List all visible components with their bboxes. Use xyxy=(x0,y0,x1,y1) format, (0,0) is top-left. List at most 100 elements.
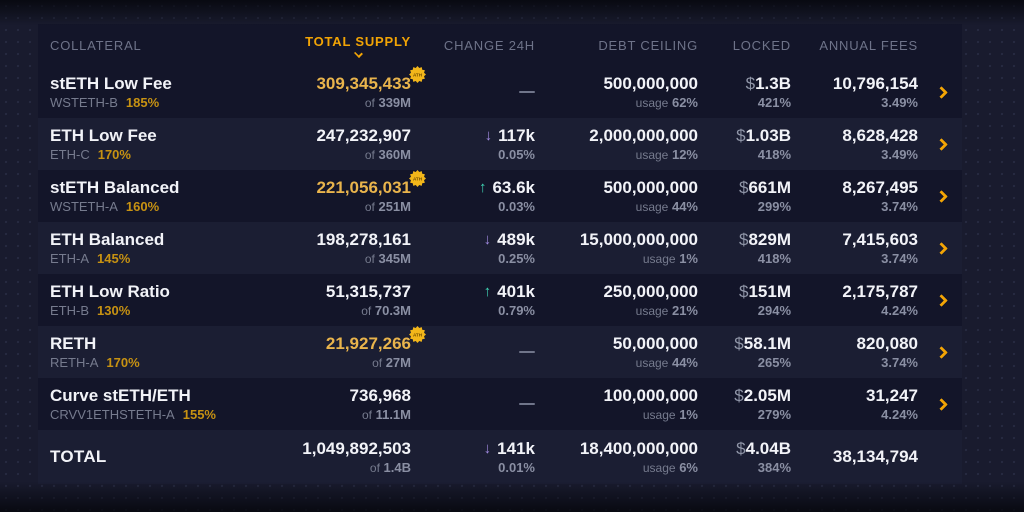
table-header: COLLATERAL TOTAL SUPPLY CHANGE 24H DEBT … xyxy=(38,24,962,66)
collateral-cell: Curve stETH/ETH CRVV1ETHSTETH-A 155% xyxy=(38,378,268,430)
header-actions-spacer xyxy=(920,24,962,66)
usage-value: 21% xyxy=(671,302,698,318)
fees-cell: 7,415,603 3.74% xyxy=(793,222,920,274)
usage-value: 44% xyxy=(671,198,698,214)
usage-label: usage xyxy=(635,303,669,318)
locked-value: 661M xyxy=(748,178,791,198)
collateral-ratio: 160% xyxy=(125,198,160,214)
of-label: of xyxy=(369,460,380,475)
total-change-amount: 141k xyxy=(497,439,535,459)
collateral-cell: ETH Balanced ETH-A 145% xyxy=(38,222,268,274)
collateral-ticker: CRVV1ETHSTETH-A xyxy=(50,406,175,422)
of-label: of xyxy=(361,407,372,422)
fees-value: 8,267,495 xyxy=(842,178,918,198)
collateral-ticker: ETH-C xyxy=(50,146,90,162)
header-debt-ceiling[interactable]: DEBT CEILING xyxy=(537,24,700,66)
table-row[interactable]: ETH Low Ratio ETH-B 130% 51,315,737 of 70… xyxy=(38,274,962,326)
supply-max: 251M xyxy=(378,198,411,214)
table-row[interactable]: Curve stETH/ETH CRVV1ETHSTETH-A 155% 736,… xyxy=(38,378,962,430)
fees-pct: 3.74% xyxy=(881,354,918,370)
collateral-name: ETH Low Fee xyxy=(50,126,157,146)
fees-value: 31,247 xyxy=(866,386,918,406)
ath-badge-icon: ATH xyxy=(409,326,426,344)
usage-label: usage xyxy=(635,147,669,162)
change-arrow-icon: ↑ xyxy=(478,178,487,196)
header-total-supply[interactable]: TOTAL SUPPLY xyxy=(268,24,413,66)
header-annual-fees[interactable]: ANNUAL FEES xyxy=(793,24,920,66)
usage-label: usage xyxy=(642,460,676,475)
change-arrow-icon: ↓ xyxy=(483,230,492,248)
header-collateral[interactable]: COLLATERAL xyxy=(38,24,268,66)
table-row[interactable]: stETH Low Fee WSTETH-B 185% 309,345,433 A… xyxy=(38,66,962,118)
collateral-ratio: 145% xyxy=(97,250,131,266)
currency-symbol: $ xyxy=(736,439,746,459)
table-body: stETH Low Fee WSTETH-B 185% 309,345,433 A… xyxy=(38,66,962,430)
change-dash xyxy=(519,351,535,353)
row-open-button[interactable] xyxy=(920,170,962,222)
total-debt-ceiling-cell: 18,400,000,000 usage 6% xyxy=(537,430,700,484)
header-debt-ceiling-label: DEBT CEILING xyxy=(598,37,698,53)
collateral-name: RETH xyxy=(50,334,97,354)
supply-cell: 736,968 of 11.1M xyxy=(268,378,413,430)
collateral-name: stETH Low Fee xyxy=(50,74,172,94)
row-open-button[interactable] xyxy=(920,326,962,378)
locked-cell: $1.3B 421% xyxy=(700,66,793,118)
fees-value: 10,796,154 xyxy=(832,74,918,94)
total-fees-value: 38,134,794 xyxy=(832,447,918,467)
currency-symbol: $ xyxy=(745,74,756,94)
collateral-name: Curve stETH/ETH xyxy=(50,386,191,406)
of-label: of xyxy=(361,303,372,318)
total-fees-cell: 38,134,794 xyxy=(793,430,920,484)
debt-ceiling-cell: 100,000,000 usage 1% xyxy=(537,378,700,430)
total-usage-value: 6% xyxy=(679,459,698,475)
table-row[interactable]: ETH Low Fee ETH-C 170% 247,232,907 of 360… xyxy=(38,118,962,170)
debt-ceiling-cell: 250,000,000 usage 21% xyxy=(537,274,700,326)
usage-value: 44% xyxy=(671,354,698,370)
row-open-button[interactable] xyxy=(920,118,962,170)
usage-label: usage xyxy=(642,407,676,422)
total-supply-cell: 1,049,892,503 of 1.4B xyxy=(268,430,413,484)
currency-symbol: $ xyxy=(734,386,744,406)
header-annual-fees-label: ANNUAL FEES xyxy=(819,37,918,53)
of-label: of xyxy=(364,95,375,110)
fees-value: 820,080 xyxy=(856,334,918,354)
header-total-supply-label: TOTAL SUPPLY xyxy=(305,33,411,49)
debt-ceiling-cell: 2,000,000,000 usage 12% xyxy=(537,118,700,170)
change-cell xyxy=(413,66,537,118)
locked-value: 151M xyxy=(748,282,791,302)
header-change-24h[interactable]: CHANGE 24H xyxy=(413,24,537,66)
supply-value: 198,278,161 xyxy=(316,230,411,250)
table-row[interactable]: ETH Balanced ETH-A 145% 198,278,161 of 34… xyxy=(38,222,962,274)
locked-pct: 418% xyxy=(757,146,791,162)
collateral-ticker: WSTETH-A xyxy=(50,198,118,214)
table-row[interactable]: stETH Balanced WSTETH-A 160% 221,056,031 … xyxy=(38,170,962,222)
of-label: of xyxy=(364,199,375,214)
collateral-ticker: RETH-A xyxy=(50,354,99,370)
row-open-button[interactable] xyxy=(920,66,962,118)
chevron-right-icon xyxy=(934,85,948,99)
usage-label: usage xyxy=(635,95,669,110)
total-locked-value: 4.04B xyxy=(745,439,791,459)
row-open-button[interactable] xyxy=(920,222,962,274)
change-pct: 0.05% xyxy=(498,146,535,162)
fees-value: 8,628,428 xyxy=(842,126,918,146)
change-pct: 0.79% xyxy=(498,302,535,318)
ath-badge-icon: ATH xyxy=(409,66,426,84)
table-row[interactable]: RETH RETH-A 170% 21,927,266 ATH of 27M xyxy=(38,326,962,378)
change-arrow-icon: ↑ xyxy=(483,282,492,300)
locked-cell: $2.05M 279% xyxy=(700,378,793,430)
supply-cell: 21,927,266 ATH of 27M xyxy=(268,326,426,378)
usage-value: 1% xyxy=(679,250,698,266)
row-open-button[interactable] xyxy=(920,274,962,326)
fees-pct: 3.74% xyxy=(881,250,918,266)
usage-label: usage xyxy=(635,355,669,370)
change-arrow-icon: ↓ xyxy=(484,126,493,144)
fees-cell: 8,628,428 3.49% xyxy=(793,118,920,170)
locked-value: 1.3B xyxy=(755,74,791,94)
locked-value: 829M xyxy=(748,230,791,250)
change-cell: ↓ 117k 0.05% xyxy=(413,118,537,170)
row-open-button[interactable] xyxy=(920,378,962,430)
fees-pct: 3.74% xyxy=(881,198,918,214)
svg-text:ATH: ATH xyxy=(413,333,423,338)
header-locked[interactable]: LOCKED xyxy=(700,24,793,66)
